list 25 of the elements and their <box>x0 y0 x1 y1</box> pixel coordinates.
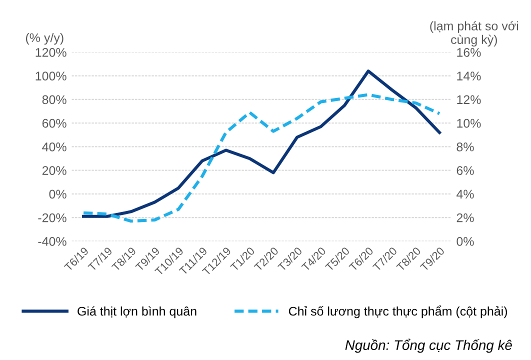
y-axis-title: (% y/y) <box>26 32 64 45</box>
y-tick-label: 80% <box>42 95 66 104</box>
y-tick-label: 120% <box>36 48 66 57</box>
y2-tick-label: 2% <box>456 213 474 222</box>
y-tick-label: 40% <box>42 142 66 152</box>
y-tick-label: -20% <box>38 213 66 222</box>
y2-tick-label: 6% <box>456 166 474 175</box>
y-tick-label: 100% <box>36 72 66 80</box>
legend-label: Chỉ số lương thực thực phẩm (cột phải) <box>288 305 508 318</box>
y2-tick-label: 10% <box>457 118 481 128</box>
y2-tick-label: 16% <box>457 48 481 57</box>
line-series <box>82 70 442 218</box>
y2-tick-label: 4% <box>456 190 474 199</box>
text: Nguồn: Tổng cục Thống kê <box>345 338 512 353</box>
line-series <box>82 93 442 223</box>
legend-label: Giá thịt lợn bình quân <box>78 306 196 318</box>
y-tick-label: -40% <box>38 237 66 246</box>
y2-tick-label: 14% <box>457 72 481 80</box>
y-tick-label: 60% <box>42 118 66 128</box>
y-tick-label: 0% <box>49 190 66 199</box>
y2-tick-label: 8% <box>456 142 474 152</box>
y-tick-label: 20% <box>42 166 66 175</box>
y2-tick-label: 0% <box>456 237 474 246</box>
y2-axis-title: (lạm phát so với cùng kỳ) <box>430 21 518 47</box>
y2-tick-label: 12% <box>457 95 481 104</box>
